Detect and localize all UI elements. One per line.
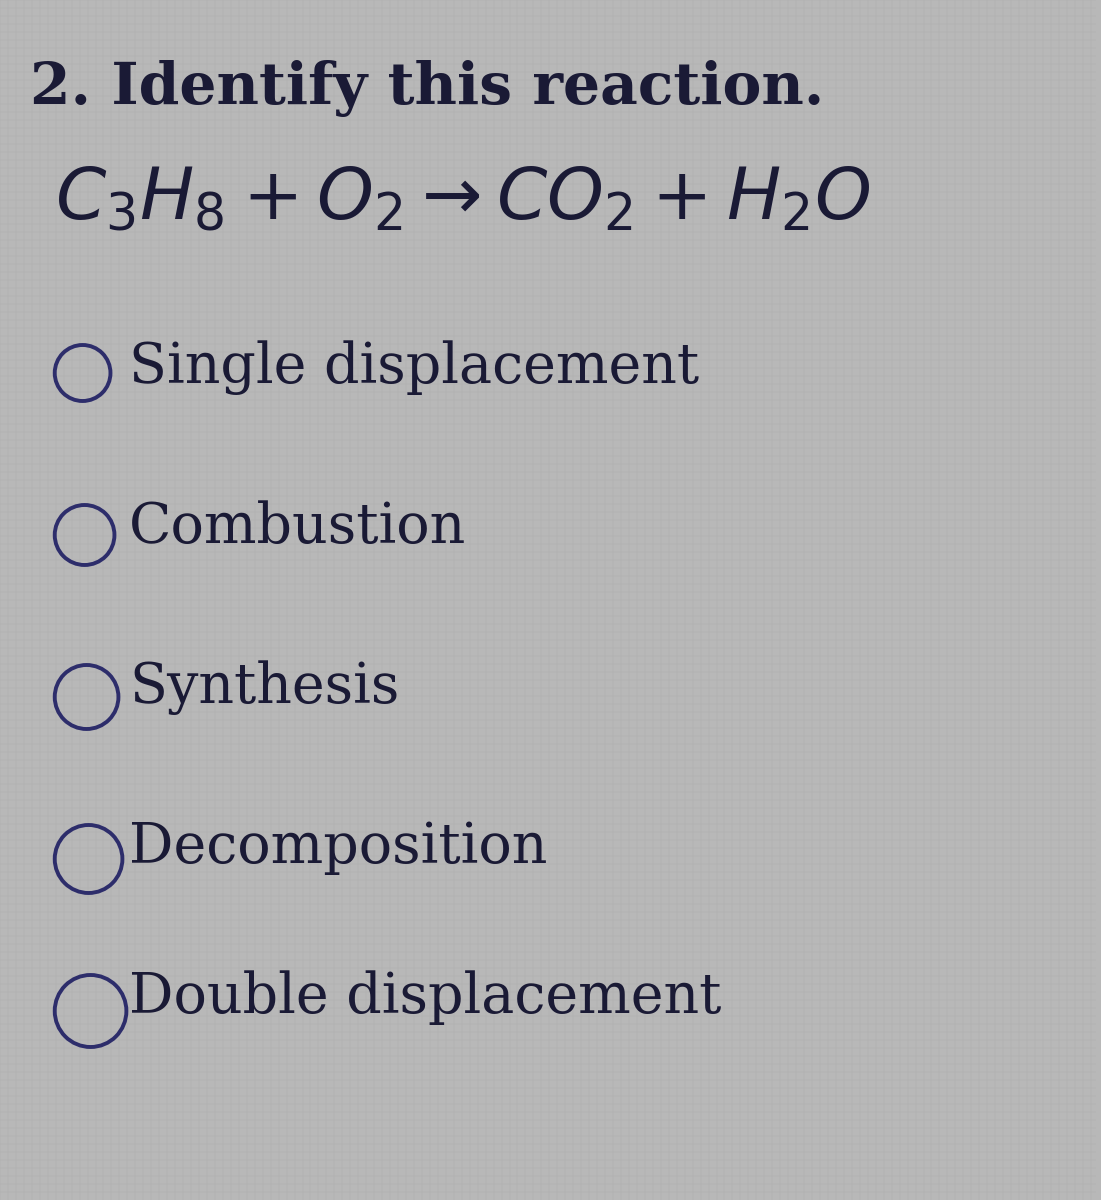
Text: Double displacement: Double displacement [130, 970, 722, 1025]
Text: Single displacement: Single displacement [130, 340, 699, 395]
Text: Synthesis: Synthesis [130, 660, 400, 715]
Text: Combustion: Combustion [130, 500, 467, 554]
Text: $\mathbf{\mathit{C_3H_8}} + \mathbf{\mathit{O_2}} \rightarrow \mathbf{\mathit{CO: $\mathbf{\mathit{C_3H_8}} + \mathbf{\mat… [55, 164, 871, 234]
Text: 2. Identify this reaction.: 2. Identify this reaction. [30, 60, 825, 116]
Text: Decomposition: Decomposition [130, 820, 547, 875]
